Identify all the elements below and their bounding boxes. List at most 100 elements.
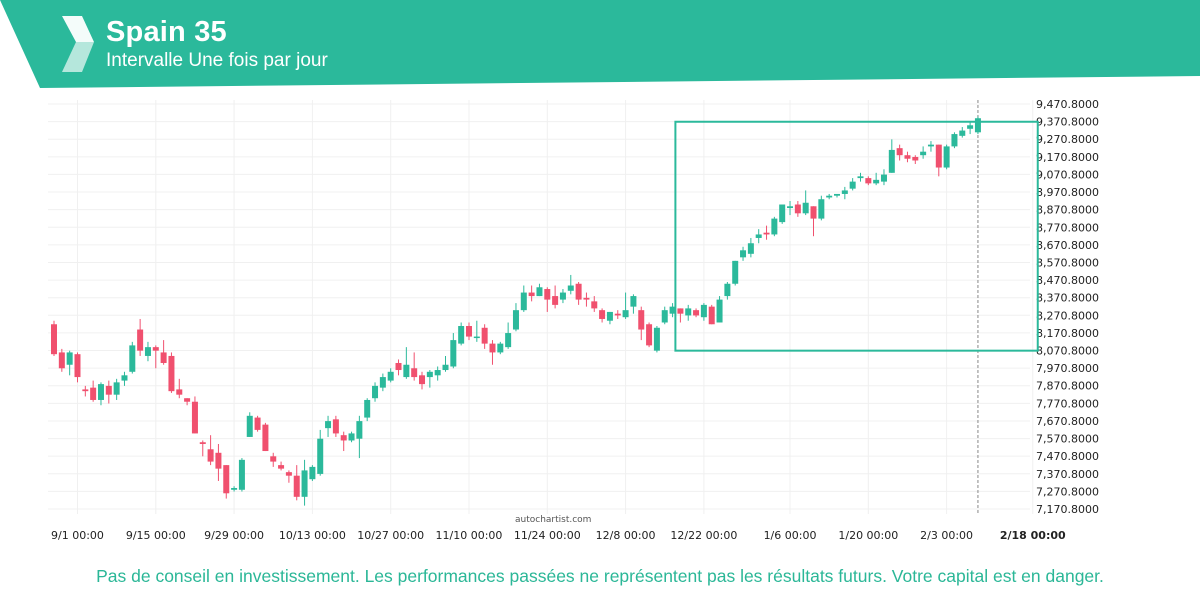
candle-body — [599, 310, 606, 319]
candle-body — [82, 389, 89, 392]
y-tick-label: 7,870.8000 — [1036, 380, 1099, 393]
candle-body — [638, 310, 645, 330]
candle-body — [66, 352, 73, 365]
candle-body — [967, 125, 974, 129]
candle-body — [372, 385, 379, 399]
candle-body — [223, 465, 230, 494]
candle-body — [348, 433, 355, 441]
candle-body — [779, 204, 786, 223]
candle-body — [395, 362, 402, 371]
candle-body — [325, 421, 332, 429]
candle-body — [763, 232, 770, 235]
candle-body — [129, 345, 136, 372]
x-tick-label: 9/29 00:00 — [204, 529, 264, 542]
pattern-box — [674, 120, 1039, 352]
y-tick-label: 8,170.8000 — [1036, 327, 1099, 340]
candle-body — [238, 459, 245, 490]
candle-body — [653, 327, 660, 351]
candle-body — [661, 310, 668, 323]
candle-body — [144, 347, 151, 356]
candle-body — [841, 190, 848, 194]
x-tick-label: 2/3 00:00 — [920, 529, 973, 542]
candle-body — [575, 283, 582, 300]
candle-body — [270, 456, 277, 462]
candle-body — [301, 470, 308, 497]
x-tick-label: 11/10 00:00 — [436, 529, 503, 542]
candle-body — [90, 387, 97, 400]
candle-body — [419, 375, 426, 385]
candle-body — [51, 324, 57, 355]
candle-body — [364, 399, 371, 418]
chart-interval: Intervalle Une fois par jour — [106, 50, 328, 71]
candle-body — [559, 292, 566, 300]
candle-body — [505, 333, 512, 348]
candle-body — [544, 289, 551, 300]
candle-body — [137, 329, 144, 351]
candle-body — [293, 475, 300, 497]
candle-body — [873, 179, 880, 184]
candle-body — [152, 347, 159, 351]
y-tick-label: 7,570.8000 — [1036, 433, 1099, 446]
candle-body — [285, 472, 292, 476]
candle-body — [865, 178, 872, 184]
header-background — [0, 0, 1200, 88]
y-tick-label: 7,370.8000 — [1036, 468, 1099, 481]
candle-body — [630, 296, 637, 307]
candle-body — [700, 304, 707, 318]
candle-body — [951, 134, 958, 147]
candle-body — [426, 371, 433, 378]
candle-body — [481, 327, 488, 344]
candle-body — [356, 421, 363, 439]
candle-body — [520, 292, 527, 311]
candle-body — [818, 199, 825, 219]
candle-body — [614, 313, 621, 316]
candle-body — [121, 375, 128, 381]
candle-body — [904, 155, 911, 159]
x-tick-label: 2/18 00:00 — [1000, 529, 1066, 542]
candle-body — [473, 336, 480, 339]
x-tick-label: 10/13 00:00 — [279, 529, 346, 542]
candle-body — [708, 306, 715, 325]
candle-body — [411, 368, 418, 378]
candle-body — [834, 193, 840, 196]
candle-body — [442, 364, 449, 371]
chart-title: Spain 35 — [106, 16, 227, 48]
candle-body — [387, 371, 394, 381]
y-tick-label: 9,070.8000 — [1036, 168, 1099, 181]
candle-body — [747, 243, 754, 254]
candle-body — [888, 149, 895, 173]
y-tick-label: 8,970.8000 — [1036, 186, 1099, 199]
candle-body — [716, 299, 723, 323]
y-tick-label: 8,570.8000 — [1036, 256, 1099, 269]
y-tick-label: 8,470.8000 — [1036, 274, 1099, 287]
candle-body — [309, 466, 316, 480]
candle-body — [896, 148, 903, 156]
autochartist-logo-icon — [62, 16, 94, 72]
candle-body — [113, 382, 120, 395]
candle-body — [528, 292, 535, 297]
candle-body — [669, 306, 676, 314]
candle-body — [215, 452, 222, 469]
candle-body — [677, 308, 684, 314]
disclaimer: Pas de conseil en investissement. Les pe… — [96, 566, 1104, 586]
y-tick-label: 9,370.8000 — [1036, 116, 1099, 129]
candle-body — [943, 146, 950, 168]
candle-body — [646, 324, 653, 346]
x-tick-label: 9/15 00:00 — [126, 529, 186, 542]
candle-body — [317, 438, 324, 474]
candle-body — [927, 144, 934, 147]
candle-body — [740, 250, 747, 258]
candle-body — [685, 308, 692, 316]
candle-body — [606, 311, 613, 321]
candle-body — [512, 310, 519, 330]
candle-body — [802, 202, 809, 214]
candle-body — [168, 355, 175, 392]
candle-body — [591, 301, 598, 309]
candle-body — [184, 398, 191, 402]
y-tick-label: 9,470.8000 — [1036, 98, 1099, 111]
candle-body — [58, 352, 65, 369]
candle-body — [693, 310, 700, 316]
y-tick-label: 8,770.8000 — [1036, 221, 1099, 234]
candle-body — [262, 424, 269, 452]
y-tick-label: 8,670.8000 — [1036, 239, 1099, 252]
